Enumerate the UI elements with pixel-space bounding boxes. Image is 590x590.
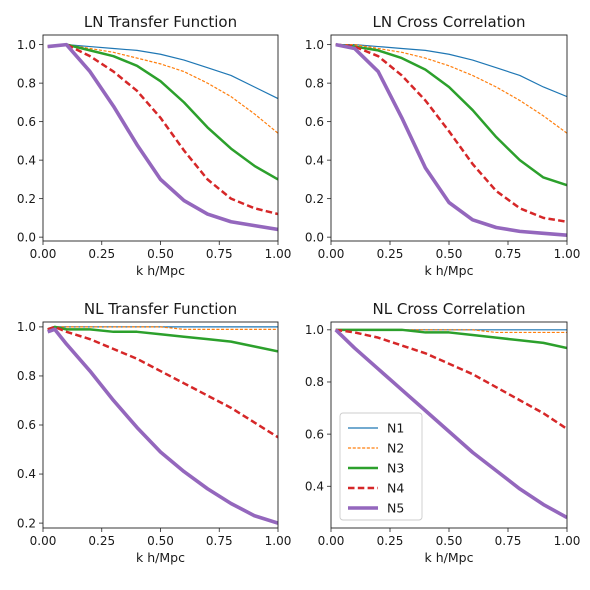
- legend-label-n2: N2: [387, 441, 404, 456]
- series-line-n3: [335, 43, 567, 187]
- x-tick-label: 0.00: [30, 247, 57, 261]
- panel-nl-transfer-function: NL Transfer Function 0.00 0.25 0.50 0.75 1.0…: [17, 300, 291, 565]
- y-tick-label: 0.2: [17, 192, 36, 206]
- y-tick-label: 0.2: [17, 516, 36, 530]
- series-line-n5: [334, 328, 567, 520]
- series-line-n3: [335, 328, 567, 350]
- y-tick-label: 1.0: [17, 320, 36, 334]
- x-tick-label: 0.00: [318, 247, 345, 261]
- y-tick-label: 0.8: [17, 369, 36, 383]
- plot-area: 0.00 0.25 0.50 0.75 1.00 0.2 0.4 0.6 0.8 1.0: [17, 320, 291, 548]
- x-tick-label: 1.00: [265, 534, 292, 548]
- y-tick-label: 0.2: [305, 192, 324, 206]
- series-line-n4: [335, 328, 567, 430]
- series-line-n2: [47, 326, 278, 330]
- x-tick-label: 0.50: [147, 534, 174, 548]
- y-tick-label: 0.4: [305, 153, 324, 167]
- y-tick-label: 1.0: [17, 38, 36, 52]
- legend: N1 N2 N3 N4 N5: [339, 412, 423, 521]
- x-axis-label: k h/Mpc: [425, 263, 474, 278]
- x-tick-label: 0.50: [436, 247, 463, 261]
- x-tick-label: 0.25: [377, 247, 404, 261]
- panel-ln-transfer-function: LN Transfer Function 0.00 0.25 0.50 0.75 1.0…: [17, 13, 291, 278]
- x-tick-label: 0.75: [206, 534, 233, 548]
- x-tick-label: 0.50: [147, 247, 174, 261]
- axes-frame: [330, 321, 568, 529]
- panel-nl-cross-correlation: NL Cross Correlation 0.00 0.25 0.50 0.75 1.0…: [305, 300, 580, 565]
- series-line-n2: [335, 44, 567, 134]
- x-tick-label: 1.00: [554, 247, 581, 261]
- x-tick-label: 0.75: [206, 247, 233, 261]
- y-tick-label: 0.8: [305, 76, 324, 90]
- plot-area: 0.00 0.25 0.50 0.75 1.00 0.0 0.2 0.4 0.6 0.8 1.0: [305, 34, 581, 261]
- y-tick-label: 0.6: [305, 427, 324, 441]
- x-axis-label: k h/Mpc: [136, 550, 185, 565]
- x-tick-label: 1.00: [554, 534, 581, 548]
- y-tick-label: 0.6: [17, 418, 36, 432]
- chart-title: LN Transfer Function: [84, 13, 237, 31]
- x-axis-label: k h/Mpc: [136, 263, 185, 278]
- y-tick-label: 1.0: [305, 38, 324, 52]
- series-line-n3: [47, 43, 278, 181]
- y-tick-label: 0.0: [305, 230, 324, 244]
- y-tick-label: 0.6: [305, 115, 324, 129]
- legend-label-n1: N1: [387, 421, 404, 436]
- series-line-n1: [47, 44, 278, 100]
- plot-area: 0.00 0.25 0.50 0.75 1.00 0.4 0.6 0.8 1.0: [305, 321, 581, 548]
- chart-title: LN Cross Correlation: [373, 13, 526, 31]
- legend-label-n3: N3: [387, 461, 404, 476]
- series-line-n5: [47, 42, 278, 232]
- series-line-n1: [335, 44, 567, 98]
- panel-ln-cross-correlation: LN Cross Correlation 0.00 0.25 0.50 0.75 1.0…: [305, 13, 580, 278]
- legend-label-n5: N5: [387, 501, 404, 516]
- x-tick-label: 1.00: [265, 247, 292, 261]
- x-tick-label: 0.25: [88, 247, 115, 261]
- axes-frame: [42, 34, 279, 242]
- axes-frame: [42, 321, 279, 529]
- y-tick-label: 0.8: [17, 76, 36, 90]
- chart-title: NL Transfer Function: [84, 300, 237, 318]
- y-tick-label: 0.4: [17, 153, 36, 167]
- plot-area: 0.00 0.25 0.50 0.75 1.00 0.0 0.2 0.4 0.6 0.8 1.0: [17, 34, 292, 261]
- series-line-n4: [47, 325, 278, 439]
- series-line-n4: [47, 43, 278, 216]
- x-axis-label: k h/Mpc: [425, 550, 474, 565]
- series-line-n5: [335, 42, 567, 238]
- y-tick-label: 0.8: [305, 375, 324, 389]
- legend-label-n4: N4: [387, 481, 404, 496]
- chart-title: NL Cross Correlation: [373, 300, 526, 318]
- x-tick-label: 0.25: [377, 534, 404, 548]
- y-tick-label: 0.4: [17, 467, 36, 481]
- legend-box: [339, 412, 423, 521]
- x-tick-label: 0.75: [495, 534, 522, 548]
- x-tick-label: 0.00: [30, 534, 57, 548]
- x-tick-label: 0.00: [318, 534, 345, 548]
- x-tick-label: 0.50: [436, 534, 463, 548]
- y-tick-label: 1.0: [305, 323, 324, 337]
- series-line-n4: [335, 43, 567, 223]
- axes-frame: [330, 34, 568, 242]
- x-tick-label: 0.75: [495, 247, 522, 261]
- x-tick-label: 0.25: [88, 534, 115, 548]
- series-line-n5: [47, 327, 278, 525]
- y-tick-label: 0.0: [17, 230, 36, 244]
- series-line-n3: [47, 325, 278, 353]
- y-tick-label: 0.6: [17, 115, 36, 129]
- y-tick-label: 0.4: [305, 479, 324, 493]
